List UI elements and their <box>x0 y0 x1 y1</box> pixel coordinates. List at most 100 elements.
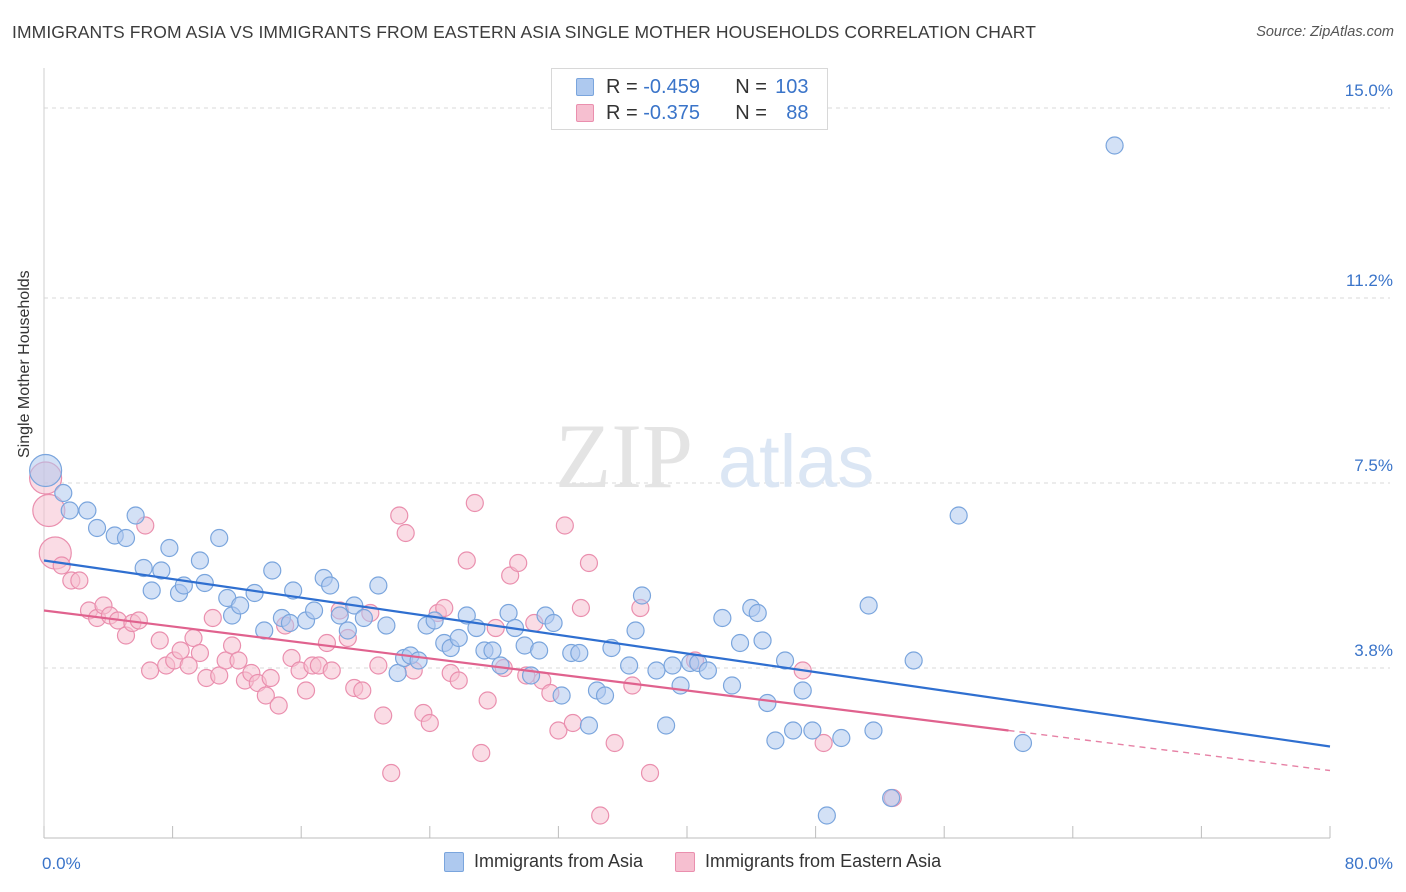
point-asia <box>134 558 153 578</box>
trend-line-eastern-asia <box>43 609 1009 732</box>
point-asia <box>663 656 682 675</box>
point-asia <box>60 501 79 520</box>
series-legend-swatch-asia <box>444 851 464 872</box>
point-eastern-asia <box>591 806 610 825</box>
trend-line-asia <box>43 559 1331 748</box>
axes <box>43 68 1331 839</box>
point-eastern-asia <box>382 763 401 783</box>
legend-r-value: -0.459 <box>643 75 700 98</box>
point-asia <box>116 528 136 548</box>
point-asia <box>783 721 803 740</box>
point-asia <box>190 551 210 570</box>
point-eastern-asia <box>579 553 599 573</box>
point-eastern-asia <box>140 661 160 680</box>
point-asia <box>126 506 145 525</box>
point-asia <box>698 661 717 680</box>
watermark: ZIP atlas <box>555 405 874 507</box>
point-asia <box>1013 733 1033 753</box>
point-eastern-asia <box>457 551 476 570</box>
point-asia <box>730 633 750 653</box>
y-tick-label: 7.5% <box>1354 456 1393 475</box>
point-asia <box>748 603 767 623</box>
legend-swatch-eastern-asia <box>576 104 594 122</box>
point-asia <box>766 731 785 750</box>
series-legend-swatch-eastern-asia <box>675 851 696 872</box>
point-eastern-asia <box>190 643 210 663</box>
y-axis-label: Single Mother Households <box>16 270 33 458</box>
tick-labels: 3.8% 7.5% 11.2% 15.0% 0.0% 80.0% <box>42 81 1393 873</box>
legend-r-label: R = <box>606 101 644 124</box>
point-eastern-asia <box>296 681 316 700</box>
series-legend-item-asia: Immigrants from Asia <box>444 851 643 872</box>
point-eastern-asia <box>269 696 288 715</box>
point-eastern-asia <box>179 656 198 675</box>
point-asia <box>632 586 652 605</box>
point-eastern-asia <box>465 493 484 513</box>
point-asia <box>626 621 645 640</box>
point-eastern-asia <box>814 733 833 753</box>
point-eastern-asia <box>374 706 393 725</box>
point-asia <box>284 581 303 600</box>
point-eastern-asia <box>261 668 280 688</box>
point-asia <box>369 576 388 595</box>
point-eastern-asia <box>222 636 242 655</box>
point-eastern-asia <box>203 608 222 628</box>
point-asia <box>647 661 666 680</box>
legend-swatch-asia <box>576 78 594 96</box>
point-asia <box>304 601 324 620</box>
legend-n-value: 88 <box>786 101 809 124</box>
point-asia <box>859 596 878 615</box>
point-asia <box>722 676 742 695</box>
point-eastern-asia <box>563 713 582 733</box>
watermark-zip: ZIP <box>555 405 693 507</box>
point-asia <box>152 561 171 580</box>
point-asia <box>595 686 615 705</box>
watermark-atlas: atlas <box>718 420 874 503</box>
point-eastern-asia <box>390 506 409 525</box>
point-eastern-asia <box>478 691 497 710</box>
point-asia <box>530 641 549 660</box>
legend-n-value: 103 <box>775 75 809 98</box>
point-eastern-asia <box>420 713 439 733</box>
correlation-legend: R = -0.459 N = 103 R = -0.375 N = 88 <box>551 68 828 130</box>
point-asia <box>54 483 73 503</box>
point-asia <box>570 643 589 663</box>
point-asia <box>832 728 851 748</box>
point-asia <box>483 641 502 660</box>
point-asia <box>882 788 901 808</box>
point-asia <box>904 651 923 670</box>
point-eastern-asia <box>52 556 71 575</box>
point-asia <box>87 518 107 538</box>
series-legend-item-eastern-asia: Immigrants from Eastern Asia <box>675 851 941 872</box>
point-eastern-asia <box>369 656 388 675</box>
point-eastern-asia <box>486 618 505 638</box>
point-asia <box>263 561 282 580</box>
point-asia <box>330 606 349 625</box>
point-asia <box>377 616 396 635</box>
point-eastern-asia <box>317 633 337 653</box>
point-asia <box>579 716 599 735</box>
point-eastern-asia <box>322 661 341 680</box>
x-tick-label: 0.0% <box>42 854 81 873</box>
point-eastern-asia <box>549 721 568 740</box>
source-credit: Source: ZipAtlas.com <box>1256 24 1394 40</box>
point-eastern-asia <box>555 516 574 535</box>
point-asia <box>775 651 795 670</box>
point-asia <box>753 631 772 650</box>
point-eastern-asia <box>150 631 169 650</box>
series-asia-points <box>29 136 1124 825</box>
point-asia <box>620 656 639 675</box>
point-asia <box>499 603 518 623</box>
point-asia <box>758 693 777 713</box>
legend-row-asia: R = -0.459 N = 103 <box>576 74 809 100</box>
point-asia <box>864 721 883 740</box>
point-asia <box>409 651 428 670</box>
point-asia <box>449 628 468 648</box>
point-asia <box>552 686 571 705</box>
point-asia <box>657 716 676 735</box>
point-asia <box>713 608 732 628</box>
point-eastern-asia <box>70 571 89 590</box>
series-legend: Immigrants from Asia Immigrants from Eas… <box>444 851 973 872</box>
point-asia <box>29 453 63 488</box>
point-asia <box>280 613 300 633</box>
